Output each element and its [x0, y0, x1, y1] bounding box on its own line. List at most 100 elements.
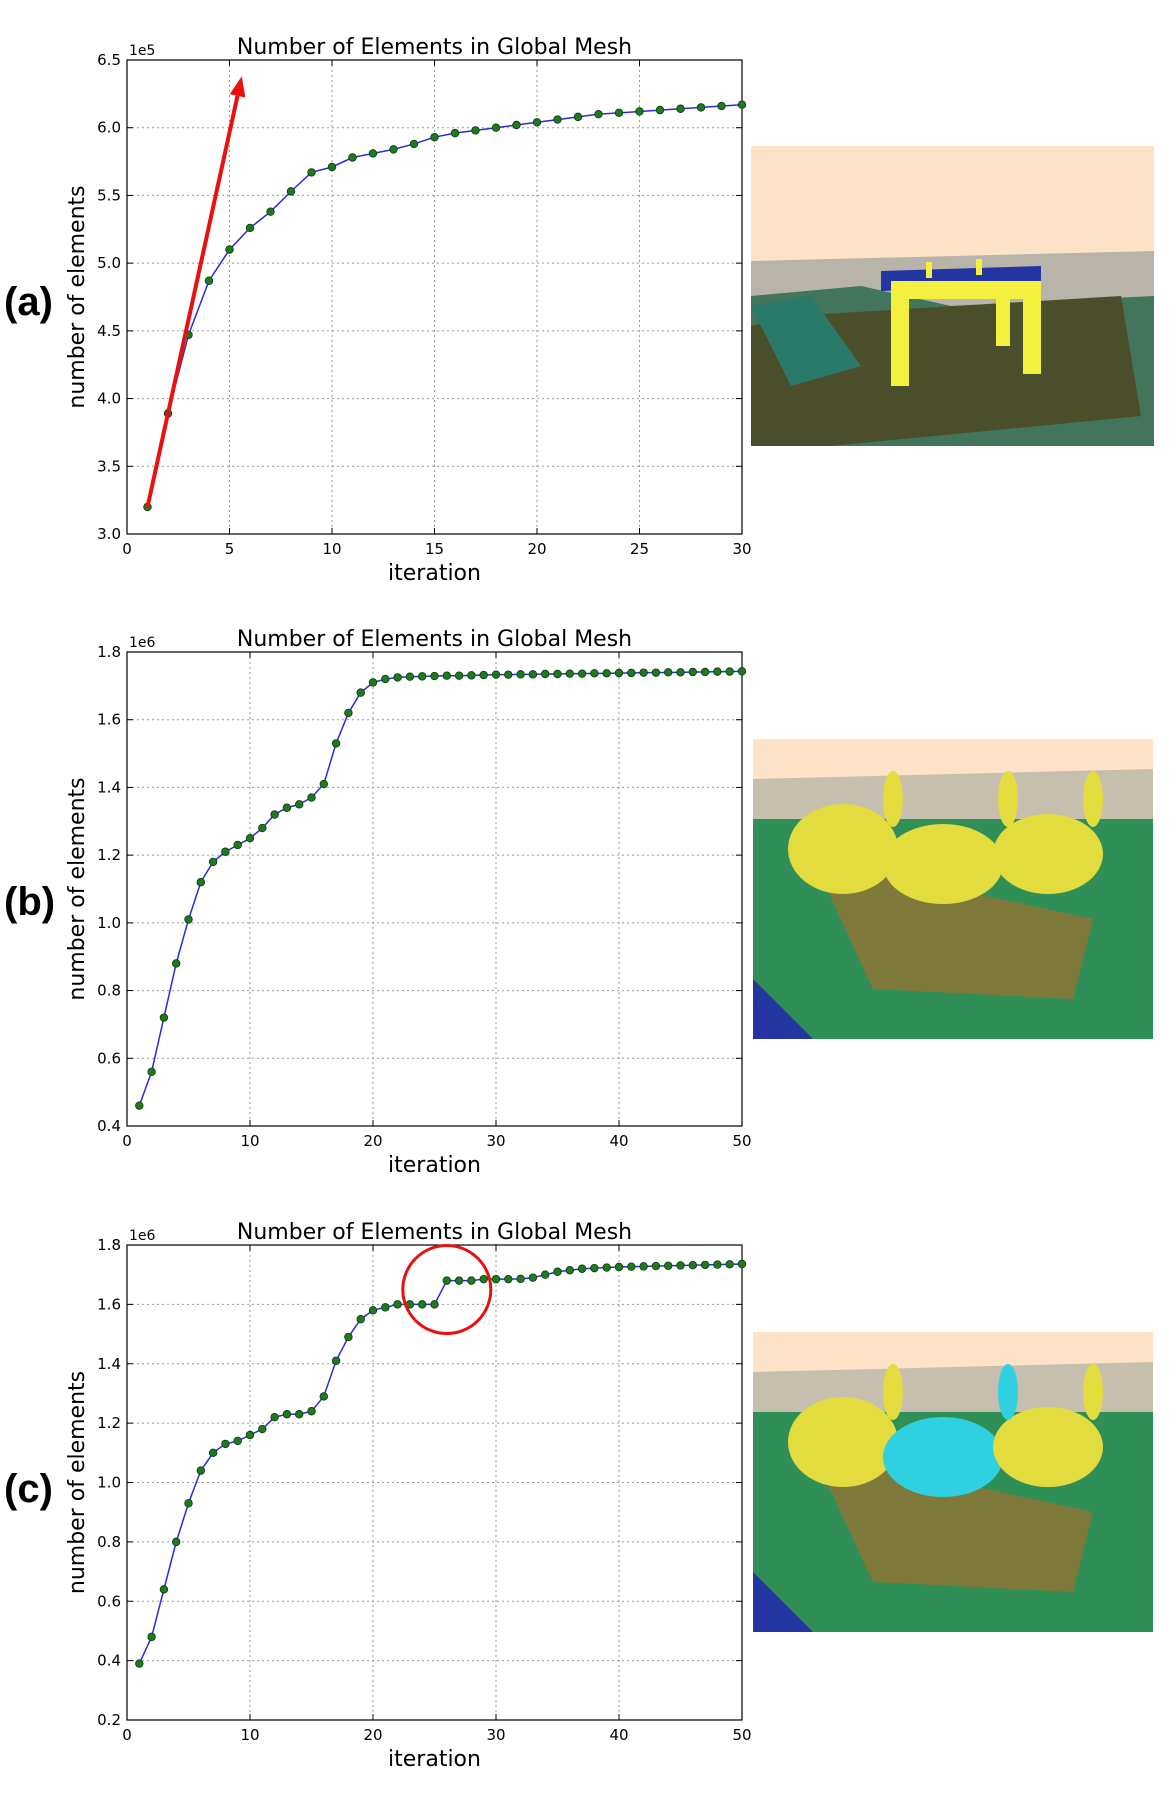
chart-b-title: Number of Elements in Global Mesh — [237, 627, 632, 652]
chart-b-xtick-label: 50 — [732, 1132, 751, 1150]
chart-c-point — [295, 1410, 304, 1419]
chart-b-point — [208, 857, 218, 867]
chart-a-ytick-label: 6.5 — [97, 51, 121, 69]
chart-b-point — [159, 1013, 169, 1022]
chart-b-point — [454, 671, 464, 680]
chart-c-point — [614, 1262, 624, 1272]
chart-b-point — [541, 669, 550, 679]
chart-b-point — [676, 668, 685, 677]
chart-c-xtick-label: 40 — [609, 1726, 628, 1744]
chart-c-point — [282, 1410, 292, 1419]
chart-c-point — [516, 1274, 525, 1284]
chart-b-xtick-label: 0 — [122, 1132, 132, 1150]
chart-c-xtick-label: 20 — [363, 1726, 382, 1744]
chart-b-point — [405, 672, 415, 681]
chart-b-point — [135, 1101, 144, 1110]
chart-a-xlabel: iteration — [388, 561, 481, 586]
chart-a-point — [532, 118, 542, 127]
chart-b-point — [418, 672, 427, 681]
chart-b-point — [467, 671, 476, 680]
render-a-object-1 — [926, 262, 932, 278]
render-b — [753, 739, 1153, 1039]
chart-b-point — [331, 739, 341, 748]
chart-c-ylabel: number of elements — [65, 1371, 90, 1594]
render-a-table-top — [891, 281, 1041, 299]
chart-a-xtick-label: 20 — [527, 540, 546, 558]
chart-c-point — [454, 1276, 464, 1285]
chart-c-point — [442, 1276, 451, 1285]
chart-c-point — [651, 1261, 661, 1271]
chart-a-ytick-label: 4.0 — [97, 390, 121, 408]
chart-b-point — [577, 669, 587, 678]
render-b-bunny-1 — [788, 804, 898, 894]
chart-a-point — [471, 126, 480, 135]
chart-b-multiplier: 1e6 — [129, 635, 156, 651]
chart-b-xlabel: iteration — [388, 1153, 481, 1178]
chart-a-multiplier: 1e5 — [129, 43, 155, 59]
panel-c: (c) 0 10 20 30 40 50 0.2 0.4 0.6 0.8 1.0 1.2 1.4 1.6 1… — [4, 1220, 1153, 1772]
chart-b-point — [688, 667, 697, 677]
chart-c-multiplier: 1e6 — [129, 1228, 156, 1244]
chart-b-plot-frame — [126, 651, 743, 1127]
chart-c-xtick-label: 0 — [122, 1726, 132, 1744]
chart-c-point — [577, 1264, 587, 1273]
chart-b-point — [319, 779, 328, 789]
chart-b-point — [381, 674, 390, 684]
chart-a-point — [635, 107, 644, 116]
chart-b-point — [258, 823, 267, 833]
chart-c-point — [135, 1659, 144, 1668]
render-c-ear-2 — [998, 1364, 1018, 1420]
render-c-bunny-2-highlight — [883, 1417, 1003, 1497]
chart-a-ytick-label: 6.0 — [97, 119, 121, 137]
chart-a-point — [266, 207, 275, 216]
render-a-table-leg-1 — [891, 286, 909, 386]
chart-a-xtick-label: 5 — [225, 540, 235, 558]
chart-b-ytick-label: 1.8 — [97, 643, 121, 661]
chart-c-point — [590, 1263, 599, 1273]
chart-a-annotation-arrow-shaft — [145, 95, 240, 508]
chart-a-point — [389, 145, 398, 154]
chart-a-point — [409, 139, 419, 149]
chart-b-ytick-label: 1.2 — [97, 846, 121, 864]
chart-c-point — [344, 1332, 353, 1342]
chart-b-ytick-label: 0.4 — [97, 1117, 121, 1135]
chart-a-annotation-arrow-head — [229, 76, 246, 98]
chart-b-point — [565, 669, 574, 678]
chart-a-xtick-label: 15 — [425, 540, 444, 558]
render-b-floor — [813, 859, 1093, 999]
chart-b-point — [700, 667, 710, 677]
chart-c-point — [221, 1439, 230, 1449]
chart-b-point — [221, 847, 230, 856]
chart-b-point — [184, 915, 193, 924]
chart-c-point — [233, 1436, 242, 1446]
render-b-bunny-3 — [993, 814, 1103, 894]
chart-b-point — [491, 670, 501, 679]
chart-a-point — [553, 115, 562, 124]
chart-b-point — [245, 834, 255, 843]
chart-a-point — [737, 100, 747, 109]
chart-b-point — [282, 803, 292, 812]
render-a-table-leg-2 — [1023, 286, 1041, 374]
chart-b-point — [614, 668, 624, 678]
chart-c-xlabel: iteration — [388, 1747, 481, 1772]
chart-b-point — [664, 668, 673, 677]
chart-a-point — [491, 123, 501, 132]
chart-b-xtick-label: 20 — [363, 1132, 382, 1150]
chart-c-xtick-label: 10 — [240, 1726, 259, 1744]
chart-a-point — [348, 153, 357, 162]
chart-c-point — [381, 1303, 390, 1312]
render-a-clutter-left — [751, 296, 861, 386]
chart-a-point — [368, 149, 378, 158]
chart-c-point — [491, 1274, 501, 1284]
chart-c-xtick-label: 50 — [732, 1726, 751, 1744]
render-b-bunny-2 — [883, 824, 1003, 904]
chart-c-point — [700, 1260, 710, 1270]
panel-a: (a) 0 5 10 15 20 25 30 3.0 3.5 4.0 4.5 5.0 5.5 6.0 6.5… — [4, 35, 1154, 586]
chart-b-point — [171, 959, 181, 968]
chart-c-point — [159, 1585, 169, 1594]
render-b-ear-2 — [998, 771, 1018, 827]
chart-a-point — [430, 132, 439, 142]
chart-a-point — [225, 245, 234, 254]
chart-b-series-line — [138, 670, 743, 1106]
